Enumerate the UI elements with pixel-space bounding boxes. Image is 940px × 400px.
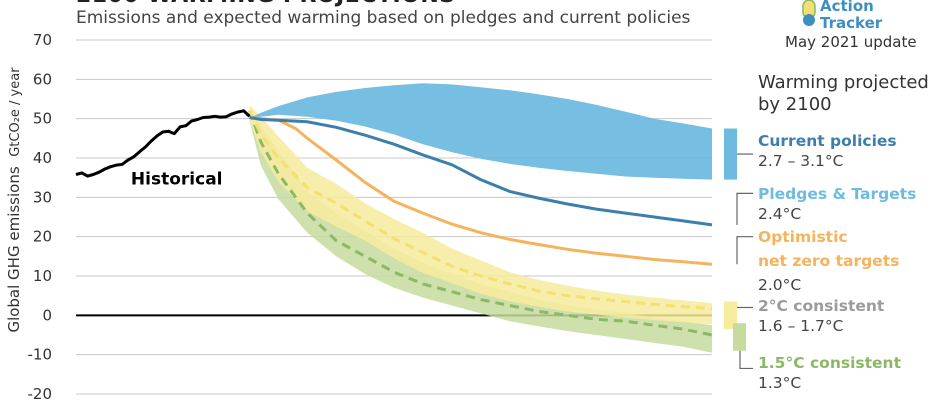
scenario-label: Pledges & Targets: [758, 185, 917, 203]
y-tick-label: 50: [33, 110, 52, 128]
band-current-policies: [249, 83, 712, 180]
chart-title: 2100 WARMING PROJECTIONS: [76, 0, 456, 8]
y-tick-label: 10: [33, 267, 52, 285]
scenario-2c: 2°C consistent 1.6 – 1.7°C: [758, 296, 884, 336]
y-tick-label: 60: [33, 70, 52, 88]
y-axis-label: Global GHG emissions GtCO₂e / year: [5, 67, 23, 332]
scenario-label-line-2: net zero targets: [758, 252, 900, 270]
scenario-value: 2.4°C: [758, 205, 802, 223]
bracket-pledges: [736, 192, 753, 225]
scenario-1-5c: 1.5°C consistent 1.3°C: [758, 353, 901, 393]
y-tick-label: 40: [33, 149, 52, 167]
band-2c: [249, 104, 712, 325]
thermometer-bulb: [803, 14, 815, 26]
logo-line-2: Tracker: [820, 14, 883, 32]
legend-title: Warming projected by 2100: [758, 72, 929, 115]
logo-text: Action Tracker: [820, 0, 882, 32]
y-tick-labels: 70 60 50 40 30 20 10 0 -10 -20: [28, 31, 53, 400]
y-tick-label: -20: [28, 385, 53, 400]
chart-subtitle: Emissions and expected warming based on …: [76, 8, 691, 28]
range-bar-2c: [724, 301, 737, 330]
y-tick-label: 70: [33, 31, 52, 49]
scenario-label: Current policies: [758, 132, 897, 150]
scenario-label-line-1: Optimistic: [758, 228, 848, 246]
scenario-current-policies: Current policies 2.7 – 3.1°C: [758, 131, 897, 171]
range-bar-1-5c: [733, 323, 746, 351]
scenario-value: 1.6 – 1.7°C: [758, 317, 844, 335]
bracket-optimistic: [736, 236, 753, 265]
logo-line-1: Action: [820, 0, 874, 15]
scenario-value: 1.3°C: [758, 374, 802, 392]
y-axis-title: Global GHG emissions: [5, 166, 23, 333]
line-1-5c: [248, 110, 713, 337]
scenario-label: 2°C consistent: [758, 297, 885, 315]
line-2c: [248, 110, 713, 311]
line-historical: [75, 109, 251, 178]
y-tick-label: 0: [42, 306, 52, 324]
range-bar-current-policies: [724, 128, 737, 180]
scenario-optimistic: Optimistic net zero targets 2.0°C: [758, 227, 899, 295]
line-pledges: [249, 116, 713, 227]
historical-series: Historical: [75, 109, 251, 189]
update-date: May 2021 update: [785, 33, 917, 51]
bracket-1-5c: [739, 350, 753, 370]
y-tick-label: -10: [28, 346, 53, 364]
scenario-value: 2.0°C: [758, 276, 802, 294]
y-tick-label: 30: [33, 188, 52, 206]
line-optimistic: [249, 116, 713, 266]
scenario-pledges: Pledges & Targets 2.4°C: [758, 184, 916, 224]
range-brackets: [724, 128, 753, 370]
scenario-value: 2.7 – 3.1°C: [758, 152, 844, 170]
y-axis-unit: GtCO₂e / year: [8, 67, 23, 157]
scenario-label: 1.5°C consistent: [758, 354, 901, 372]
logo-thermometer-icon: [802, 0, 816, 26]
historical-label: Historical: [131, 169, 223, 189]
scenario-lines: [248, 110, 713, 337]
y-tick-label: 20: [33, 228, 52, 246]
